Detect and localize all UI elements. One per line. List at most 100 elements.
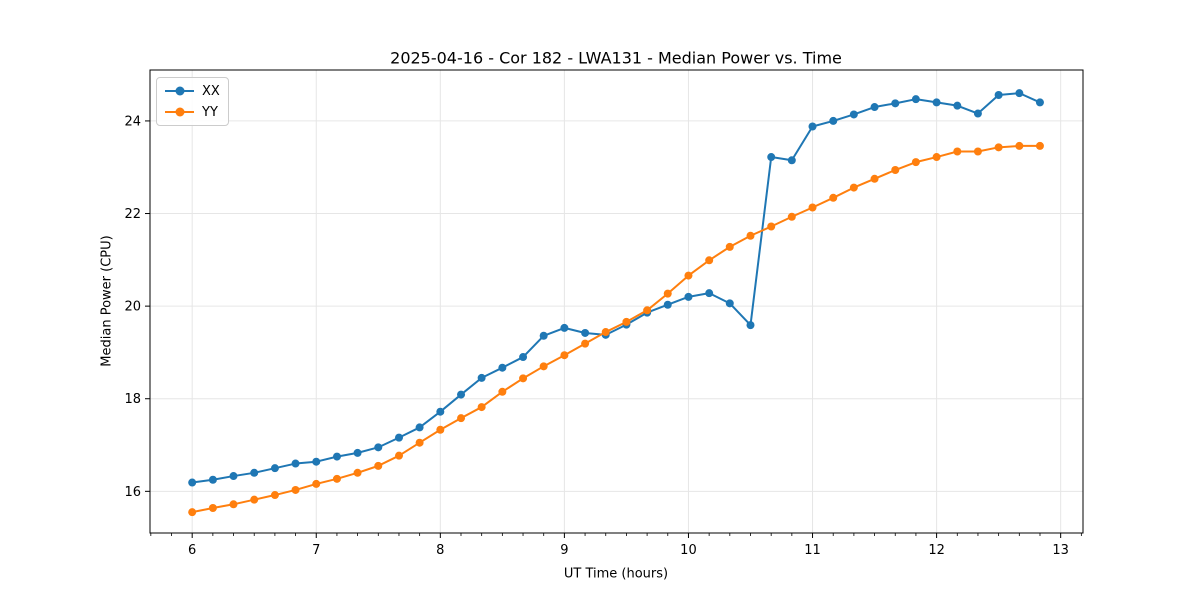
data-point-xx (477, 373, 486, 382)
data-point-xx (746, 321, 755, 330)
data-point-yy (601, 328, 610, 337)
legend-line-marker-icon (165, 86, 194, 96)
data-point-yy (560, 351, 569, 360)
data-point-yy (312, 479, 321, 488)
data-point-yy (353, 468, 362, 477)
data-point-xx (250, 468, 259, 477)
data-point-xx (519, 353, 528, 362)
x-tick-label: 13 (1052, 543, 1069, 558)
x-tick-label: 6 (188, 543, 196, 558)
data-point-xx (332, 452, 341, 461)
data-point-yy (705, 256, 714, 265)
data-point-yy (746, 231, 755, 240)
data-point-xx (374, 443, 383, 452)
data-point-yy (953, 147, 962, 156)
data-point-yy (643, 306, 652, 315)
data-point-xx (787, 156, 796, 165)
data-point-xx (953, 101, 962, 110)
data-point-yy (891, 166, 900, 175)
legend-label-yy: YY (202, 104, 218, 120)
data-point-xx (725, 299, 734, 308)
data-point-xx (1035, 98, 1044, 107)
data-point-xx (498, 363, 507, 372)
legend: XX YY (156, 77, 229, 126)
data-point-yy (787, 212, 796, 221)
data-point-yy (932, 153, 941, 162)
chart-title: 2025-04-16 - Cor 182 - LWA131 - Median P… (390, 48, 842, 68)
data-point-xx (767, 153, 776, 162)
data-point-yy (767, 222, 776, 231)
x-axis-label: UT Time (hours) (563, 566, 669, 582)
y-tick-label: 16 (124, 485, 141, 500)
data-point-yy (498, 387, 507, 396)
data-point-yy (332, 474, 341, 483)
data-point-yy (477, 403, 486, 412)
data-point-xx (973, 109, 982, 118)
y-axis-label: Median Power (CPU) (99, 235, 115, 367)
data-point-xx (705, 289, 714, 298)
data-point-xx (457, 390, 466, 399)
y-tick-label: 20 (124, 300, 141, 315)
data-point-xx (353, 448, 362, 457)
plot-border (149, 69, 1084, 534)
data-point-yy (374, 461, 383, 470)
data-point-yy (622, 317, 631, 326)
data-point-yy (663, 289, 672, 298)
data-point-xx (911, 95, 920, 104)
y-tick-label: 18 (124, 392, 141, 407)
data-point-xx (291, 459, 300, 468)
legend-item-xx: XX (165, 82, 220, 100)
data-point-yy (849, 183, 858, 192)
data-point-yy (270, 491, 279, 500)
data-point-yy (208, 503, 217, 512)
data-point-yy (973, 147, 982, 156)
data-point-xx (188, 478, 197, 487)
data-point-xx (1015, 89, 1024, 98)
data-point-xx (436, 407, 445, 416)
data-point-xx (663, 300, 672, 309)
data-point-yy (250, 495, 259, 504)
x-tick-label: 9 (560, 543, 568, 558)
data-point-xx (270, 464, 279, 473)
data-point-yy (395, 451, 404, 460)
data-point-xx (229, 472, 238, 481)
data-point-yy (436, 425, 445, 434)
data-point-yy (188, 508, 197, 517)
data-point-yy (684, 271, 693, 280)
data-point-yy (1035, 141, 1044, 150)
data-point-yy (829, 193, 838, 202)
data-point-xx (829, 116, 838, 125)
data-point-xx (849, 110, 858, 119)
data-point-xx (684, 292, 693, 301)
data-point-xx (932, 98, 941, 107)
data-point-yy (994, 143, 1003, 152)
data-point-xx (891, 99, 900, 108)
data-point-yy (581, 339, 590, 348)
data-point-yy (291, 485, 300, 494)
data-point-xx (395, 433, 404, 442)
x-tick-label: 10 (680, 543, 697, 558)
data-point-xx (539, 331, 548, 340)
data-point-yy (911, 158, 920, 167)
data-point-yy (870, 174, 879, 183)
data-point-xx (581, 328, 590, 337)
data-point-yy (1015, 141, 1024, 150)
legend-item-yy: YY (165, 103, 220, 121)
data-point-yy (415, 438, 424, 447)
x-tick-label: 8 (436, 543, 444, 558)
series-line-xx (192, 92, 1041, 484)
x-tick-label: 11 (804, 543, 821, 558)
data-point-yy (808, 203, 817, 212)
data-point-xx (994, 91, 1003, 100)
data-point-yy (539, 362, 548, 371)
data-point-yy (229, 500, 238, 509)
data-point-xx (415, 423, 424, 432)
x-tick-label: 7 (312, 543, 320, 558)
data-point-yy (457, 414, 466, 423)
legend-label-xx: XX (202, 83, 220, 99)
data-point-yy (725, 242, 734, 251)
data-point-yy (519, 374, 528, 383)
y-tick-label: 22 (124, 207, 141, 222)
data-point-xx (312, 457, 321, 466)
